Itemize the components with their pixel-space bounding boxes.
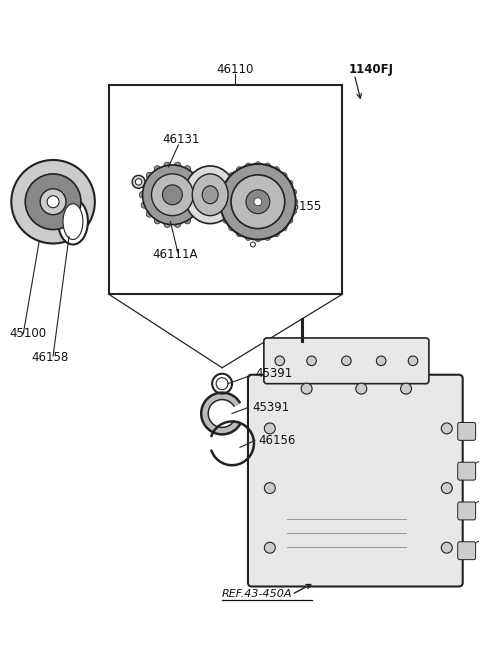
- FancyBboxPatch shape: [458, 502, 476, 520]
- Text: 45391: 45391: [255, 367, 292, 380]
- Circle shape: [264, 423, 276, 434]
- Circle shape: [237, 167, 242, 173]
- Text: 46155: 46155: [285, 200, 322, 213]
- Circle shape: [184, 217, 191, 224]
- FancyBboxPatch shape: [458, 422, 476, 440]
- Circle shape: [265, 163, 270, 169]
- Circle shape: [40, 189, 66, 215]
- Ellipse shape: [63, 204, 83, 239]
- Bar: [109, 85, 342, 294]
- Circle shape: [292, 199, 298, 205]
- Circle shape: [401, 383, 411, 394]
- Ellipse shape: [216, 378, 228, 390]
- Circle shape: [307, 356, 316, 365]
- Circle shape: [154, 217, 161, 224]
- Circle shape: [219, 190, 225, 195]
- Circle shape: [246, 190, 270, 214]
- Circle shape: [264, 543, 276, 553]
- Circle shape: [199, 192, 205, 198]
- Circle shape: [274, 167, 279, 173]
- Circle shape: [288, 218, 293, 223]
- Text: 1140FJ: 1140FJ: [349, 63, 394, 76]
- Circle shape: [197, 181, 204, 188]
- Circle shape: [218, 199, 223, 205]
- Text: 46131: 46131: [162, 133, 200, 146]
- Circle shape: [143, 165, 202, 224]
- Ellipse shape: [202, 186, 218, 204]
- FancyBboxPatch shape: [458, 542, 476, 560]
- Ellipse shape: [212, 374, 232, 394]
- Circle shape: [251, 242, 255, 247]
- Ellipse shape: [184, 166, 236, 224]
- Circle shape: [146, 173, 153, 179]
- Circle shape: [154, 166, 161, 173]
- Circle shape: [152, 174, 193, 216]
- Circle shape: [265, 235, 270, 241]
- Circle shape: [12, 160, 95, 243]
- Circle shape: [164, 221, 170, 228]
- Circle shape: [356, 383, 367, 394]
- Circle shape: [288, 180, 293, 186]
- Circle shape: [146, 211, 153, 217]
- FancyBboxPatch shape: [248, 375, 463, 586]
- Text: 46156: 46156: [258, 434, 295, 447]
- Circle shape: [291, 190, 297, 195]
- Circle shape: [141, 181, 148, 188]
- Circle shape: [229, 173, 234, 178]
- Circle shape: [132, 175, 145, 188]
- Circle shape: [164, 162, 170, 169]
- Circle shape: [219, 209, 225, 214]
- Circle shape: [223, 180, 228, 186]
- Text: 45100: 45100: [9, 327, 47, 340]
- Ellipse shape: [58, 199, 88, 245]
- Circle shape: [441, 543, 452, 553]
- Text: 46110: 46110: [216, 63, 254, 76]
- Circle shape: [197, 201, 204, 208]
- Circle shape: [342, 356, 351, 365]
- Circle shape: [255, 161, 261, 167]
- Circle shape: [231, 175, 285, 228]
- Circle shape: [220, 164, 296, 239]
- Circle shape: [174, 162, 181, 169]
- Circle shape: [275, 356, 285, 365]
- Circle shape: [264, 483, 276, 493]
- Text: 46111A: 46111A: [153, 248, 198, 261]
- Circle shape: [441, 423, 452, 434]
- Circle shape: [184, 166, 191, 173]
- Circle shape: [301, 383, 312, 394]
- Text: REF.43-450A: REF.43-450A: [222, 590, 293, 600]
- Circle shape: [192, 211, 199, 217]
- Circle shape: [408, 356, 418, 365]
- Circle shape: [47, 195, 59, 208]
- Circle shape: [245, 163, 251, 169]
- Circle shape: [229, 225, 234, 231]
- Text: 45391: 45391: [252, 401, 289, 414]
- Circle shape: [441, 483, 452, 493]
- Circle shape: [174, 221, 181, 228]
- Circle shape: [291, 209, 297, 214]
- Circle shape: [135, 178, 142, 185]
- Circle shape: [141, 201, 148, 208]
- Circle shape: [245, 235, 251, 241]
- Circle shape: [281, 225, 287, 231]
- Circle shape: [192, 173, 199, 179]
- Circle shape: [25, 174, 81, 230]
- Circle shape: [254, 197, 262, 206]
- Circle shape: [274, 231, 279, 237]
- Text: 46158: 46158: [31, 352, 69, 364]
- Circle shape: [237, 231, 242, 237]
- Circle shape: [139, 192, 146, 198]
- Circle shape: [281, 173, 287, 178]
- Circle shape: [162, 185, 182, 205]
- FancyBboxPatch shape: [264, 338, 429, 384]
- Ellipse shape: [192, 174, 228, 216]
- Circle shape: [376, 356, 386, 365]
- Polygon shape: [201, 393, 240, 434]
- FancyBboxPatch shape: [458, 462, 476, 480]
- Circle shape: [255, 236, 261, 242]
- Circle shape: [223, 218, 228, 223]
